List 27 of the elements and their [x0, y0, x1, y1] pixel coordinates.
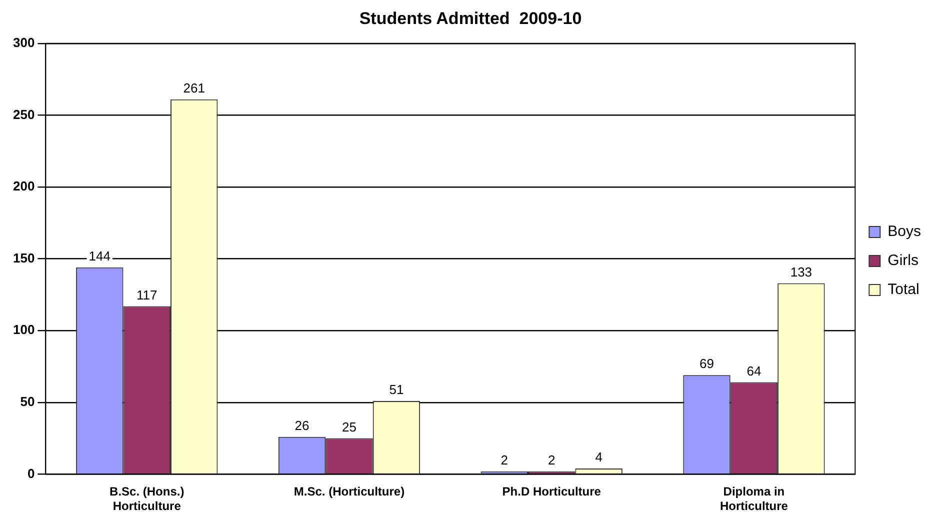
chart-title: Students Admitted 2009-10: [359, 8, 582, 28]
data-label: 144: [88, 248, 111, 264]
legend-label: Boys: [888, 223, 922, 240]
data-label: 69: [700, 356, 714, 372]
data-label: 25: [342, 419, 356, 434]
data-label: 117: [136, 287, 158, 302]
data-label: 51: [389, 382, 404, 398]
y-tick-label: 100: [12, 322, 35, 338]
y-tick-label: 200: [12, 178, 35, 194]
x-tick-label: B.Sc. (Hons.) Horticulture: [110, 484, 184, 514]
x-tick-label: M.Sc. (Horticulture): [294, 484, 405, 499]
legend-label: Girls: [888, 252, 918, 270]
y-tick-label: 250: [12, 106, 35, 122]
data-label: 133: [790, 264, 812, 280]
y-tick-label: 300: [12, 34, 35, 50]
data-label: 64: [746, 363, 762, 378]
data-label: 2: [500, 452, 508, 468]
y-tick-label: 150: [12, 250, 35, 266]
data-label: 4: [595, 450, 602, 465]
x-tick-label: Ph.D Horticulture: [502, 484, 602, 499]
x-tick-label: Diploma in Horticulture: [720, 484, 788, 514]
y-tick-label: 50: [20, 394, 35, 409]
y-tick-label: 0: [27, 466, 35, 481]
legend-label: Total: [888, 281, 920, 298]
data-label: 26: [294, 418, 310, 433]
data-label: 261: [183, 80, 205, 96]
data-label: 2: [548, 452, 556, 468]
